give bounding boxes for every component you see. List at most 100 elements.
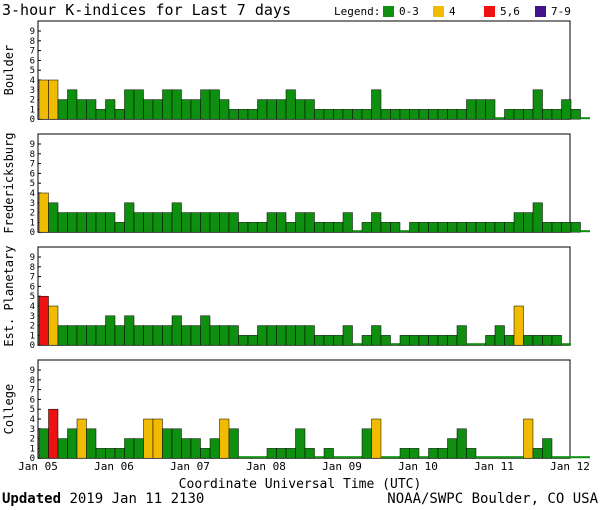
k-bar <box>371 212 382 233</box>
k-bar <box>238 222 249 233</box>
y-tick-label: 3 <box>30 312 35 322</box>
k-bar <box>428 448 439 459</box>
k-bar <box>257 222 268 233</box>
k-bar <box>162 212 173 233</box>
panel-name: Boulder <box>2 45 16 96</box>
k-bar <box>485 456 495 459</box>
k-bar <box>561 222 572 233</box>
y-tick-label: 8 <box>30 150 35 160</box>
y-tick-label: 6 <box>30 169 35 179</box>
k-bar <box>371 89 382 120</box>
k-bar <box>323 109 334 120</box>
y-tick-label: 3 <box>30 425 35 435</box>
k-bar <box>76 418 87 459</box>
k-bar <box>38 428 49 459</box>
k-bar <box>48 202 59 233</box>
k-bar <box>76 325 87 346</box>
k-bar <box>485 99 496 120</box>
k-bar <box>86 325 97 346</box>
x-tick-label: Jan 08 <box>246 460 286 473</box>
k-bar <box>105 212 116 233</box>
k-bar <box>476 456 486 459</box>
x-tick-label: Jan 12 <box>550 460 590 473</box>
x-tick-label: Jan 11 <box>474 460 514 473</box>
legend-swatch-1 <box>433 6 444 17</box>
y-tick-label: 9 <box>30 27 35 37</box>
y-tick-label: 6 <box>30 282 35 292</box>
k-bar <box>352 109 363 120</box>
k-bar <box>276 212 287 233</box>
chart-title: 3-hour K-indices for Last 7 days <box>2 1 291 19</box>
k-bar <box>257 99 268 120</box>
k-bar <box>323 335 334 346</box>
y-tick-label: 2 <box>30 96 35 106</box>
y-tick-label: 8 <box>30 263 35 273</box>
k-bar <box>494 222 505 233</box>
k-bar <box>67 325 78 346</box>
k-bar <box>114 325 125 346</box>
k-bar <box>523 109 534 120</box>
k-bar <box>304 99 315 120</box>
k-bar <box>551 222 562 233</box>
k-bar <box>238 456 248 459</box>
k-bar <box>390 222 401 233</box>
k-bar <box>333 222 344 233</box>
k-bar <box>381 456 391 459</box>
k-bar <box>418 335 429 346</box>
k-bar <box>209 325 220 346</box>
k-bar <box>247 109 258 120</box>
k-bar <box>48 79 59 120</box>
k-bar <box>342 109 353 120</box>
k-bar <box>200 448 211 459</box>
k-bar <box>76 212 87 233</box>
k-bar <box>523 212 534 233</box>
k-bar <box>361 109 372 120</box>
k-bar <box>447 222 458 233</box>
k-bar <box>456 222 467 233</box>
k-bar <box>456 109 467 120</box>
legend: Legend: 0-3 4 5,6 7-9 <box>334 5 571 18</box>
k-bar <box>276 325 287 346</box>
y-tick-label: 4 <box>30 302 35 312</box>
k-bar <box>133 325 144 346</box>
k-bar <box>143 99 154 120</box>
k-bar <box>219 418 230 459</box>
k-bar <box>257 325 268 346</box>
k-bar <box>48 408 59 459</box>
legend-label: Legend: <box>334 5 380 18</box>
k-bar <box>285 325 296 346</box>
updated-value: 2019 Jan 11 2130 <box>69 491 205 507</box>
k-bar <box>152 418 163 459</box>
y-tick-label: 5 <box>30 179 35 189</box>
k-bar <box>399 448 410 459</box>
k-bar <box>551 335 562 346</box>
k-bar <box>570 109 581 120</box>
k-bar <box>67 212 78 233</box>
k-bar <box>456 428 467 459</box>
k-bar <box>513 305 524 346</box>
y-tick-label: 9 <box>30 140 35 150</box>
k-bar <box>485 335 496 346</box>
y-tick-label: 5 <box>30 405 35 415</box>
k-bar <box>380 335 391 346</box>
k-bar <box>295 212 306 233</box>
k-bar <box>295 99 306 120</box>
k-bar <box>371 418 382 459</box>
k-bar <box>200 315 211 346</box>
k-bar <box>495 456 505 459</box>
k-bar <box>361 335 372 346</box>
k-bar <box>514 456 524 459</box>
k-bar <box>342 325 353 346</box>
k-bar <box>162 325 173 346</box>
k-bar <box>523 418 534 459</box>
k-bar <box>400 230 410 233</box>
k-bar <box>552 456 562 459</box>
y-tick-label: 5 <box>30 292 35 302</box>
k-bar <box>219 99 230 120</box>
y-tick-label: 5 <box>30 66 35 76</box>
k-bar <box>133 212 144 233</box>
k-bar <box>466 99 477 120</box>
k-bar <box>466 222 477 233</box>
k-bar <box>181 325 192 346</box>
